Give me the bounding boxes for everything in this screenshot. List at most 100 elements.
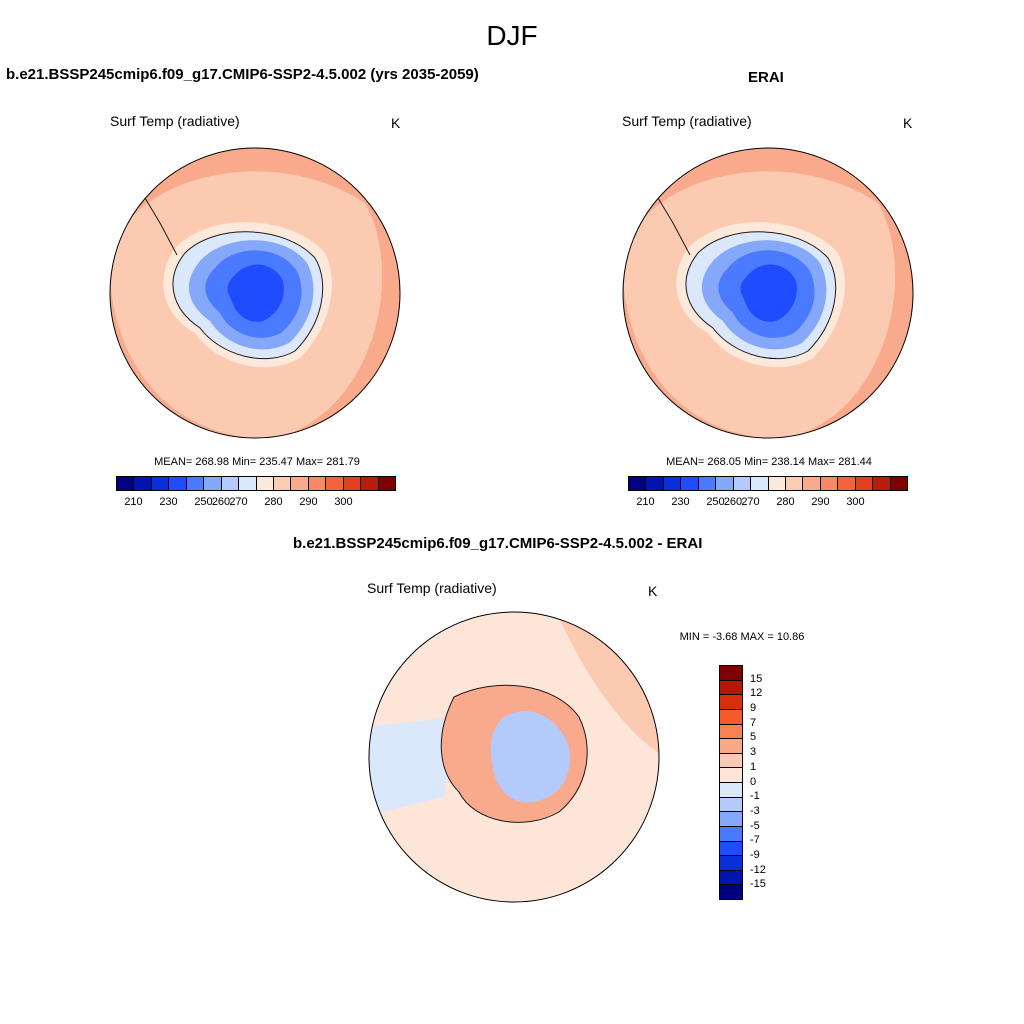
colorbar-level-label: -9	[750, 848, 760, 861]
colorbar-tick-label: 230	[159, 496, 178, 508]
colorbar-swatch	[720, 768, 742, 783]
colorbar-tick-label: 260	[211, 496, 231, 508]
diff-variable-label: Surf Temp (radiative)	[367, 580, 497, 596]
colorbar-level-label: 9	[750, 702, 757, 715]
colorbar-swatch	[720, 695, 742, 710]
colorbar-swatch	[733, 477, 752, 490]
antarctic-coastline	[440, 684, 588, 823]
colorbar-tick-label: 270	[741, 496, 760, 508]
diff-cool-sector	[369, 717, 454, 817]
obs-panel-title: ERAI	[748, 69, 784, 86]
diff-colorbar	[719, 665, 743, 900]
colorbar-swatch	[720, 826, 742, 842]
colorbar-swatch	[720, 885, 742, 899]
colorbar-tick-label: 300	[846, 496, 865, 508]
model-colorbar	[116, 476, 396, 491]
colorbar-level-label: 0	[750, 775, 757, 788]
colorbar-swatch	[720, 783, 742, 798]
colorbar-tick-label: 280	[776, 496, 795, 508]
model-stats: MEAN= 268.98 Min= 235.47 Max= 281.79	[154, 456, 360, 468]
obs-stats: MEAN= 268.05 Min= 238.14 Max= 281.44	[666, 456, 872, 468]
model-panel-title: b.e21.BSSP245cmip6.f09_g17.CMIP6-SSP2-4.…	[6, 66, 479, 83]
colorbar-swatch	[681, 477, 699, 490]
colorbar-tick-label: 210	[124, 496, 143, 508]
colorbar-swatch	[646, 477, 664, 490]
colorbar-level-label: -7	[750, 834, 760, 847]
colorbar-level-label: 7	[750, 716, 757, 729]
diff-units-label: K	[648, 583, 658, 599]
antarctic-coastline	[172, 231, 324, 360]
map-border	[109, 147, 401, 439]
obs-units-label: K	[903, 115, 913, 131]
colorbar-swatch	[720, 870, 742, 886]
colorbar-level-label: -5	[750, 819, 760, 832]
colorbar-tick-label: 280	[264, 496, 283, 508]
colorbar-level-label: -3	[750, 804, 760, 817]
colorbar-swatch	[716, 477, 734, 490]
colorbar-swatch	[151, 477, 170, 490]
obs-variable-label: Surf Temp (radiative)	[622, 113, 752, 129]
colorbar-swatch	[663, 477, 682, 490]
diff-stats: MIN = -3.68 MAX = 10.86	[679, 631, 805, 643]
colorbar-tick-label: 290	[811, 496, 830, 508]
colorbar-swatch	[720, 797, 742, 813]
colorbar-swatch	[629, 477, 647, 490]
diff-polar-map	[368, 611, 660, 903]
colorbar-tick-label: 290	[299, 496, 318, 508]
colorbar-swatch	[720, 680, 742, 696]
colorbar-level-label: -12	[750, 863, 766, 876]
colorbar-swatch	[890, 477, 907, 490]
colorbar-swatch	[221, 477, 240, 490]
colorbar-swatch	[855, 477, 874, 490]
colorbar-tick-label: 270	[229, 496, 248, 508]
model-polar-map	[109, 147, 401, 439]
map-border	[368, 611, 660, 903]
colorbar-level-label: -1	[750, 790, 760, 803]
colorbar-swatch	[343, 477, 362, 490]
obs-colorbar	[628, 476, 908, 491]
colorbar-level-label: 3	[750, 746, 757, 759]
colorbar-tick-label: 250	[706, 496, 725, 508]
model-variable-label: Surf Temp (radiative)	[110, 113, 240, 129]
peninsula-coastline	[657, 197, 691, 256]
colorbar-swatch	[698, 477, 717, 490]
colorbar-level-label: -15	[750, 878, 766, 891]
colorbar-swatch	[256, 477, 274, 490]
colorbar-swatch	[186, 477, 205, 490]
colorbar-tick-label: 250	[194, 496, 213, 508]
colorbar-swatch	[204, 477, 222, 490]
colorbar-swatch	[720, 709, 742, 725]
colorbar-swatch	[117, 477, 135, 490]
colorbar-swatch	[378, 477, 395, 490]
colorbar-swatch	[273, 477, 292, 490]
colorbar-tick-label: 210	[636, 496, 655, 508]
model-units-label: K	[391, 115, 401, 131]
colorbar-swatch	[720, 724, 742, 740]
colorbar-swatch	[720, 841, 742, 857]
colorbar-swatch	[326, 477, 344, 490]
colorbar-swatch	[820, 477, 839, 490]
colorbar-level-label: 1	[750, 760, 757, 773]
colorbar-swatch	[291, 477, 309, 490]
antarctic-coastline	[685, 231, 837, 360]
map-border	[622, 147, 914, 439]
colorbar-swatch	[838, 477, 856, 490]
colorbar-swatch	[720, 753, 742, 769]
colorbar-tick-label: 300	[334, 496, 353, 508]
colorbar-swatch	[803, 477, 821, 490]
colorbar-level-label: 12	[750, 687, 763, 700]
ice-core-zone	[227, 264, 284, 322]
obs-polar-map	[622, 147, 914, 439]
colorbar-swatch	[134, 477, 152, 490]
colorbar-swatch	[720, 739, 742, 754]
colorbar-swatch	[308, 477, 327, 490]
colorbar-swatch	[239, 477, 257, 490]
colorbar-tick-label: 230	[671, 496, 690, 508]
ice-core-zone	[740, 264, 797, 322]
diff-panel-title: b.e21.BSSP245cmip6.f09_g17.CMIP6-SSP2-4.…	[293, 535, 703, 552]
colorbar-level-label: 5	[750, 731, 757, 744]
colorbar-swatch	[720, 666, 742, 681]
colorbar-swatch	[785, 477, 804, 490]
colorbar-tick-label: 260	[723, 496, 743, 508]
colorbar-swatch	[768, 477, 786, 490]
